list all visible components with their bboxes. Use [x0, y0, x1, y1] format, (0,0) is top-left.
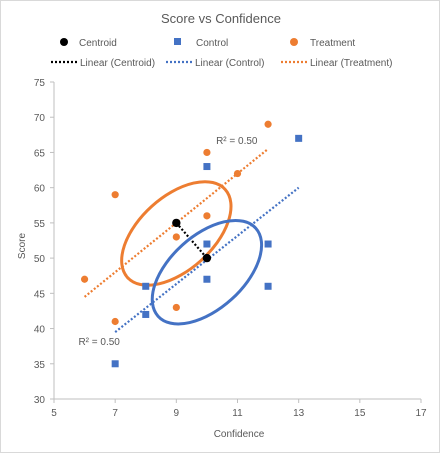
x-tick-label: 13	[293, 408, 305, 419]
point-control	[111, 360, 119, 368]
confidence-ellipses	[120, 180, 264, 326]
y-tick-label: 30	[34, 395, 46, 406]
ellipse-control	[150, 218, 264, 326]
point-control	[203, 240, 211, 248]
legend-marker-treatment	[290, 38, 298, 46]
point-control	[295, 134, 303, 142]
legend-label-linear-treatment: Linear (Treatment)	[310, 58, 392, 69]
x-tick-label: 9	[174, 408, 180, 419]
legend-label-linear-control: Linear (Control)	[195, 58, 264, 69]
point-treatment	[203, 148, 211, 157]
point-treatment	[203, 212, 211, 220]
y-axis-title: Score	[17, 233, 28, 260]
point-treatment	[80, 275, 89, 283]
legend-marker-centroid	[60, 38, 68, 46]
x-tick-label: 15	[354, 408, 366, 419]
point-control	[264, 240, 272, 248]
legend-item-treatment: Treatment	[290, 38, 355, 49]
y-tick-label: 55	[34, 219, 46, 230]
legend-item-linear-centroid: Linear (Centroid)	[51, 58, 155, 69]
trendline-linear-centroid	[175, 222, 208, 259]
annotations: R² = 0.50 R² = 0.50	[78, 136, 257, 348]
y-tick-label: 40	[34, 325, 46, 336]
point-control	[203, 163, 211, 171]
legend-item-centroid: Centroid	[60, 38, 117, 49]
y-tick-label: 50	[34, 254, 46, 265]
y-tick-label: 65	[34, 148, 46, 159]
legend-label-linear-centroid: Linear (Centroid)	[80, 58, 155, 69]
y-tick-label: 60	[34, 184, 46, 195]
point-treatment	[111, 317, 119, 326]
point-treatment	[264, 120, 272, 128]
legend-label-control: Control	[196, 38, 228, 49]
axes: 5 7 9 11 13 15 17 30 35 40 45 50 55 60 65 70 75	[34, 78, 427, 419]
ellipse-treatment	[120, 180, 233, 287]
data-points	[80, 120, 303, 368]
point-control	[142, 282, 150, 290]
legend-item-linear-control: Linear (Control)	[166, 58, 264, 69]
x-tick-label: 17	[415, 408, 427, 419]
x-axis-title: Confidence	[214, 429, 265, 440]
y-tick-label: 45	[34, 289, 46, 300]
y-tick-label: 70	[34, 113, 46, 124]
legend-item-control: Control	[174, 38, 228, 49]
legend-label-centroid: Centroid	[79, 38, 117, 49]
x-tick-label: 7	[112, 408, 118, 419]
y-tick-label: 35	[34, 360, 46, 371]
point-control	[142, 310, 150, 318]
point-control	[264, 282, 272, 290]
point-centroid	[202, 253, 212, 263]
legend-marker-control	[174, 38, 181, 45]
r-squared-label: R² = 0.50	[216, 136, 258, 147]
point-treatment	[172, 233, 180, 241]
point-treatment	[111, 191, 119, 199]
legend-item-linear-treatment: Linear (Treatment)	[281, 58, 392, 69]
point-treatment	[233, 169, 242, 178]
legend-label-treatment: Treatment	[310, 38, 355, 49]
point-treatment	[172, 303, 180, 312]
x-tick-label: 5	[51, 408, 57, 419]
legend: Centroid Control Treatment Linear (Centr…	[51, 38, 392, 69]
y-tick-label: 75	[34, 78, 46, 89]
point-control	[203, 275, 211, 283]
chart-title: Score vs Confidence	[161, 11, 281, 26]
trendlines	[83, 148, 300, 333]
r-squared-label: R² = 0.50	[78, 337, 120, 348]
point-centroid	[172, 218, 181, 228]
x-tick-label: 11	[232, 408, 243, 419]
